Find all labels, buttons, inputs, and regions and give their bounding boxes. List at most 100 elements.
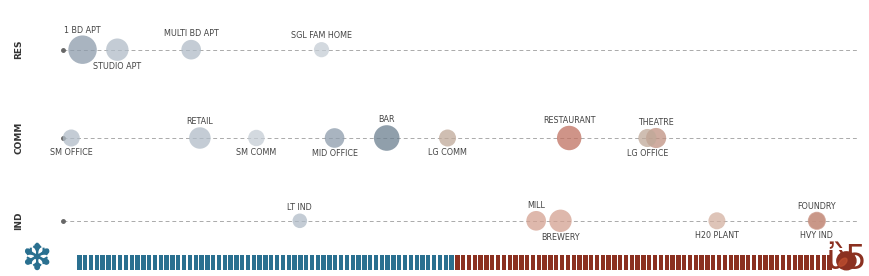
Bar [328, 254, 332, 270]
Bar [362, 254, 367, 270]
Bar [356, 254, 361, 270]
Bar [455, 254, 460, 270]
Text: HVY IND: HVY IND [800, 232, 833, 240]
Bar [391, 254, 395, 270]
Point [562, 136, 576, 140]
Bar [374, 254, 378, 270]
Bar [799, 254, 803, 270]
Bar [106, 254, 110, 270]
Bar [665, 254, 669, 270]
Bar [554, 254, 559, 270]
Bar [368, 254, 372, 270]
Ellipse shape [839, 258, 847, 266]
Bar [647, 254, 652, 270]
Bar [775, 254, 779, 270]
Bar [514, 254, 518, 270]
Bar [804, 254, 808, 270]
Bar [275, 254, 279, 270]
Point [184, 47, 198, 52]
Point [710, 219, 724, 223]
Bar [821, 254, 826, 270]
Bar [403, 254, 408, 270]
Bar [548, 254, 553, 270]
Bar [740, 254, 745, 270]
Text: STUDIO APT: STUDIO APT [93, 62, 142, 71]
Bar [101, 254, 105, 270]
Bar [659, 254, 663, 270]
Bar [600, 254, 605, 270]
Bar [467, 254, 471, 270]
Point [193, 136, 207, 140]
Bar [618, 254, 622, 270]
Text: RESTAURANT: RESTAURANT [543, 116, 595, 125]
Bar [298, 254, 302, 270]
Bar [461, 254, 466, 270]
Bar [693, 254, 698, 270]
Bar [257, 254, 262, 270]
Bar [252, 254, 256, 270]
Point [110, 47, 124, 52]
Bar [89, 254, 93, 270]
Ellipse shape [837, 252, 856, 270]
Bar [205, 254, 209, 270]
Bar [83, 254, 88, 270]
Bar [182, 254, 186, 270]
Bar [572, 254, 576, 270]
Bar [292, 254, 296, 270]
Point [249, 136, 263, 140]
Text: ὒ5: ὒ5 [826, 243, 866, 276]
Bar [194, 254, 198, 270]
Bar [339, 254, 343, 270]
Bar [827, 254, 832, 270]
Point [649, 136, 663, 140]
Text: COMM: COMM [15, 122, 23, 154]
Bar [501, 254, 506, 270]
Bar [136, 254, 140, 270]
Bar [380, 254, 384, 270]
Text: IND: IND [15, 211, 23, 230]
Bar [479, 254, 483, 270]
Bar [810, 254, 814, 270]
Text: ❄: ❄ [22, 242, 51, 276]
Bar [786, 254, 791, 270]
Bar [421, 254, 425, 270]
Text: SM OFFICE: SM OFFICE [50, 148, 93, 157]
Point [315, 47, 328, 52]
Text: LG COMM: LG COMM [428, 148, 467, 157]
Bar [438, 254, 442, 270]
Bar [490, 254, 494, 270]
Bar [211, 254, 216, 270]
Bar [641, 254, 646, 270]
Point [76, 47, 90, 52]
Bar [769, 254, 773, 270]
Point [640, 136, 654, 140]
Bar [141, 254, 145, 270]
Bar [129, 254, 134, 270]
Bar [164, 254, 169, 270]
Bar [764, 254, 768, 270]
Bar [560, 254, 564, 270]
Bar [670, 254, 674, 270]
Bar [112, 254, 116, 270]
Bar [613, 254, 617, 270]
Text: THEATRE: THEATRE [638, 118, 674, 126]
Text: H20 PLANT: H20 PLANT [695, 231, 739, 240]
Bar [432, 254, 436, 270]
Bar [793, 254, 797, 270]
Bar [188, 254, 192, 270]
Point [810, 219, 824, 223]
Text: LG OFFICE: LG OFFICE [627, 149, 668, 158]
Bar [519, 254, 523, 270]
Bar [537, 254, 541, 270]
Bar [263, 254, 268, 270]
Bar [153, 254, 157, 270]
Bar [95, 254, 99, 270]
Bar [246, 254, 250, 270]
Bar [322, 254, 326, 270]
Bar [734, 254, 739, 270]
Text: FOUNDRY: FOUNDRY [798, 202, 836, 211]
Bar [222, 254, 227, 270]
Text: SM COMM: SM COMM [236, 148, 276, 157]
Bar [443, 254, 448, 270]
Bar [216, 254, 221, 270]
